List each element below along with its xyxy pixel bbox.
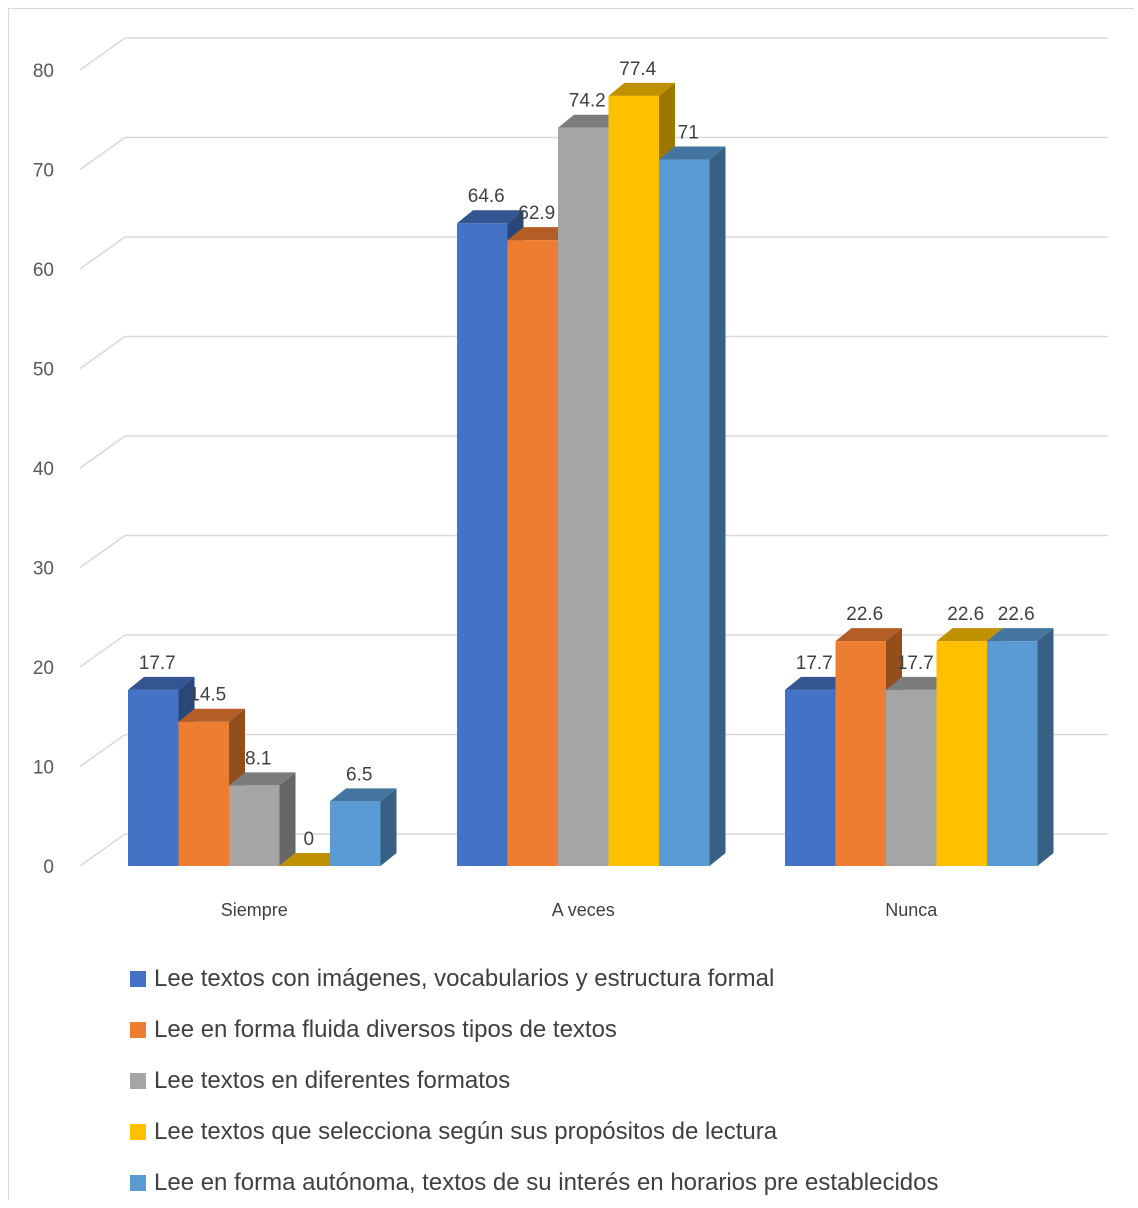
legend-swatch — [130, 1174, 146, 1191]
bar-front — [886, 689, 937, 866]
gridline-side — [79, 833, 126, 867]
bar-top — [330, 788, 397, 802]
bar-top — [936, 628, 1003, 642]
legend-label: Lee en forma fluida diversos tipos de te… — [154, 1015, 617, 1043]
bar-top — [507, 227, 574, 241]
gridline-side — [79, 534, 126, 569]
bar-top — [987, 628, 1054, 642]
legend-label: Lee textos con imágenes, vocabularios y … — [154, 964, 775, 992]
data-label: 64.6 — [468, 186, 505, 207]
bar-top — [128, 676, 195, 690]
bar-top — [659, 146, 726, 160]
bar-front — [229, 785, 280, 866]
legend-label: Lee en forma autónoma, textos de su inte… — [154, 1168, 939, 1196]
y-tick-label: 50 — [33, 360, 54, 381]
bar-front — [785, 689, 836, 866]
legend-swatch — [130, 1072, 146, 1089]
bar-front — [128, 689, 179, 866]
bar-top — [558, 114, 625, 128]
data-label: 74.2 — [569, 91, 606, 112]
data-label: 22.6 — [998, 604, 1035, 625]
y-tick-label: 80 — [33, 61, 54, 82]
bar-front — [659, 159, 710, 867]
y-tick-label: 30 — [33, 559, 54, 580]
bars — [128, 82, 1054, 867]
bar-front — [835, 641, 886, 866]
gridline-side — [79, 733, 126, 768]
bar-front — [178, 721, 229, 866]
data-label: 17.7 — [139, 653, 176, 674]
y-tick-label: 0 — [43, 857, 54, 878]
data-label: 8.1 — [245, 748, 271, 769]
data-label: 77.4 — [619, 59, 656, 80]
gridline-side — [79, 37, 126, 71]
bar-top — [229, 772, 296, 786]
bar-front — [987, 641, 1038, 866]
legend-item: Lee textos que selecciona según sus prop… — [130, 1106, 938, 1157]
bar — [330, 788, 397, 866]
legend-item: Lee textos con imágenes, vocabularios y … — [130, 953, 938, 1004]
bar — [279, 853, 346, 866]
bar — [659, 146, 726, 867]
legend-label: Lee textos en diferentes formatos — [154, 1066, 511, 1094]
data-label: 22.6 — [846, 604, 883, 625]
y-tick-label: 40 — [33, 459, 54, 480]
data-label: 22.6 — [947, 604, 984, 625]
y-tick-label: 20 — [33, 658, 54, 679]
gridline-side — [79, 136, 126, 171]
bar-front — [558, 127, 609, 866]
chart-frame — [8, 8, 1134, 1200]
bar-side — [279, 772, 296, 866]
bar-side — [1037, 628, 1054, 866]
bar-front — [608, 95, 659, 867]
bar-side — [709, 146, 726, 867]
y-tick-label: 10 — [33, 758, 54, 779]
legend-item: Lee en forma fluida diversos tipos de te… — [130, 1004, 938, 1055]
data-label: 71 — [678, 123, 699, 144]
y-axis-ticks: 0 10 20 30 40 50 60 70 80 — [33, 61, 54, 878]
x-category-label: A veces — [552, 900, 615, 920]
legend-label: Lee textos que selecciona según sus prop… — [154, 1117, 778, 1145]
gridline-side — [79, 634, 126, 668]
x-category-label: Nunca — [885, 900, 938, 920]
x-axis-categories: Siempre A veces Nunca — [221, 900, 939, 920]
bar-top — [886, 676, 953, 690]
bar-front — [507, 240, 558, 866]
bar-top — [457, 210, 524, 224]
x-category-label: Siempre — [221, 900, 288, 920]
gridline-side — [79, 435, 126, 469]
legend-swatch — [130, 970, 146, 987]
bar-front — [936, 641, 987, 866]
legend-swatch — [130, 1123, 146, 1140]
data-label: 14.5 — [189, 685, 226, 706]
bar-side — [380, 788, 397, 866]
data-label: 62.9 — [518, 203, 555, 224]
bar-top — [178, 708, 245, 722]
data-label: 6.5 — [346, 764, 372, 785]
y-tick-label: 70 — [33, 161, 54, 182]
bar-front — [457, 223, 508, 867]
bar-top — [279, 853, 346, 866]
data-labels: 17.7 14.5 8.1 0 6.5 64.6 62.9 74.2 77.4 71 17.7 22.… — [139, 59, 1035, 850]
data-label: 0 — [303, 829, 314, 850]
legend-item: Lee textos en diferentes formatos — [130, 1055, 938, 1106]
data-label: 17.7 — [897, 653, 934, 674]
y-tick-label: 60 — [33, 260, 54, 281]
bar-top — [608, 82, 675, 96]
bar-top — [785, 676, 852, 690]
bar-top — [835, 628, 902, 642]
legend: Lee textos con imágenes, vocabularios y … — [130, 953, 938, 1208]
bar — [987, 628, 1054, 866]
bar — [229, 772, 296, 866]
data-label: 17.7 — [796, 653, 833, 674]
legend-item: Lee en forma autónoma, textos de su inte… — [130, 1157, 938, 1208]
bar-chart: 0 10 20 30 40 50 60 70 80 17.7 14.5 8.1 0 6.5 64.6 62.… — [33, 37, 1108, 920]
legend-swatch — [130, 1021, 146, 1038]
gridline-side — [79, 335, 126, 370]
gridline-side — [79, 236, 126, 270]
bar-front — [330, 801, 381, 866]
